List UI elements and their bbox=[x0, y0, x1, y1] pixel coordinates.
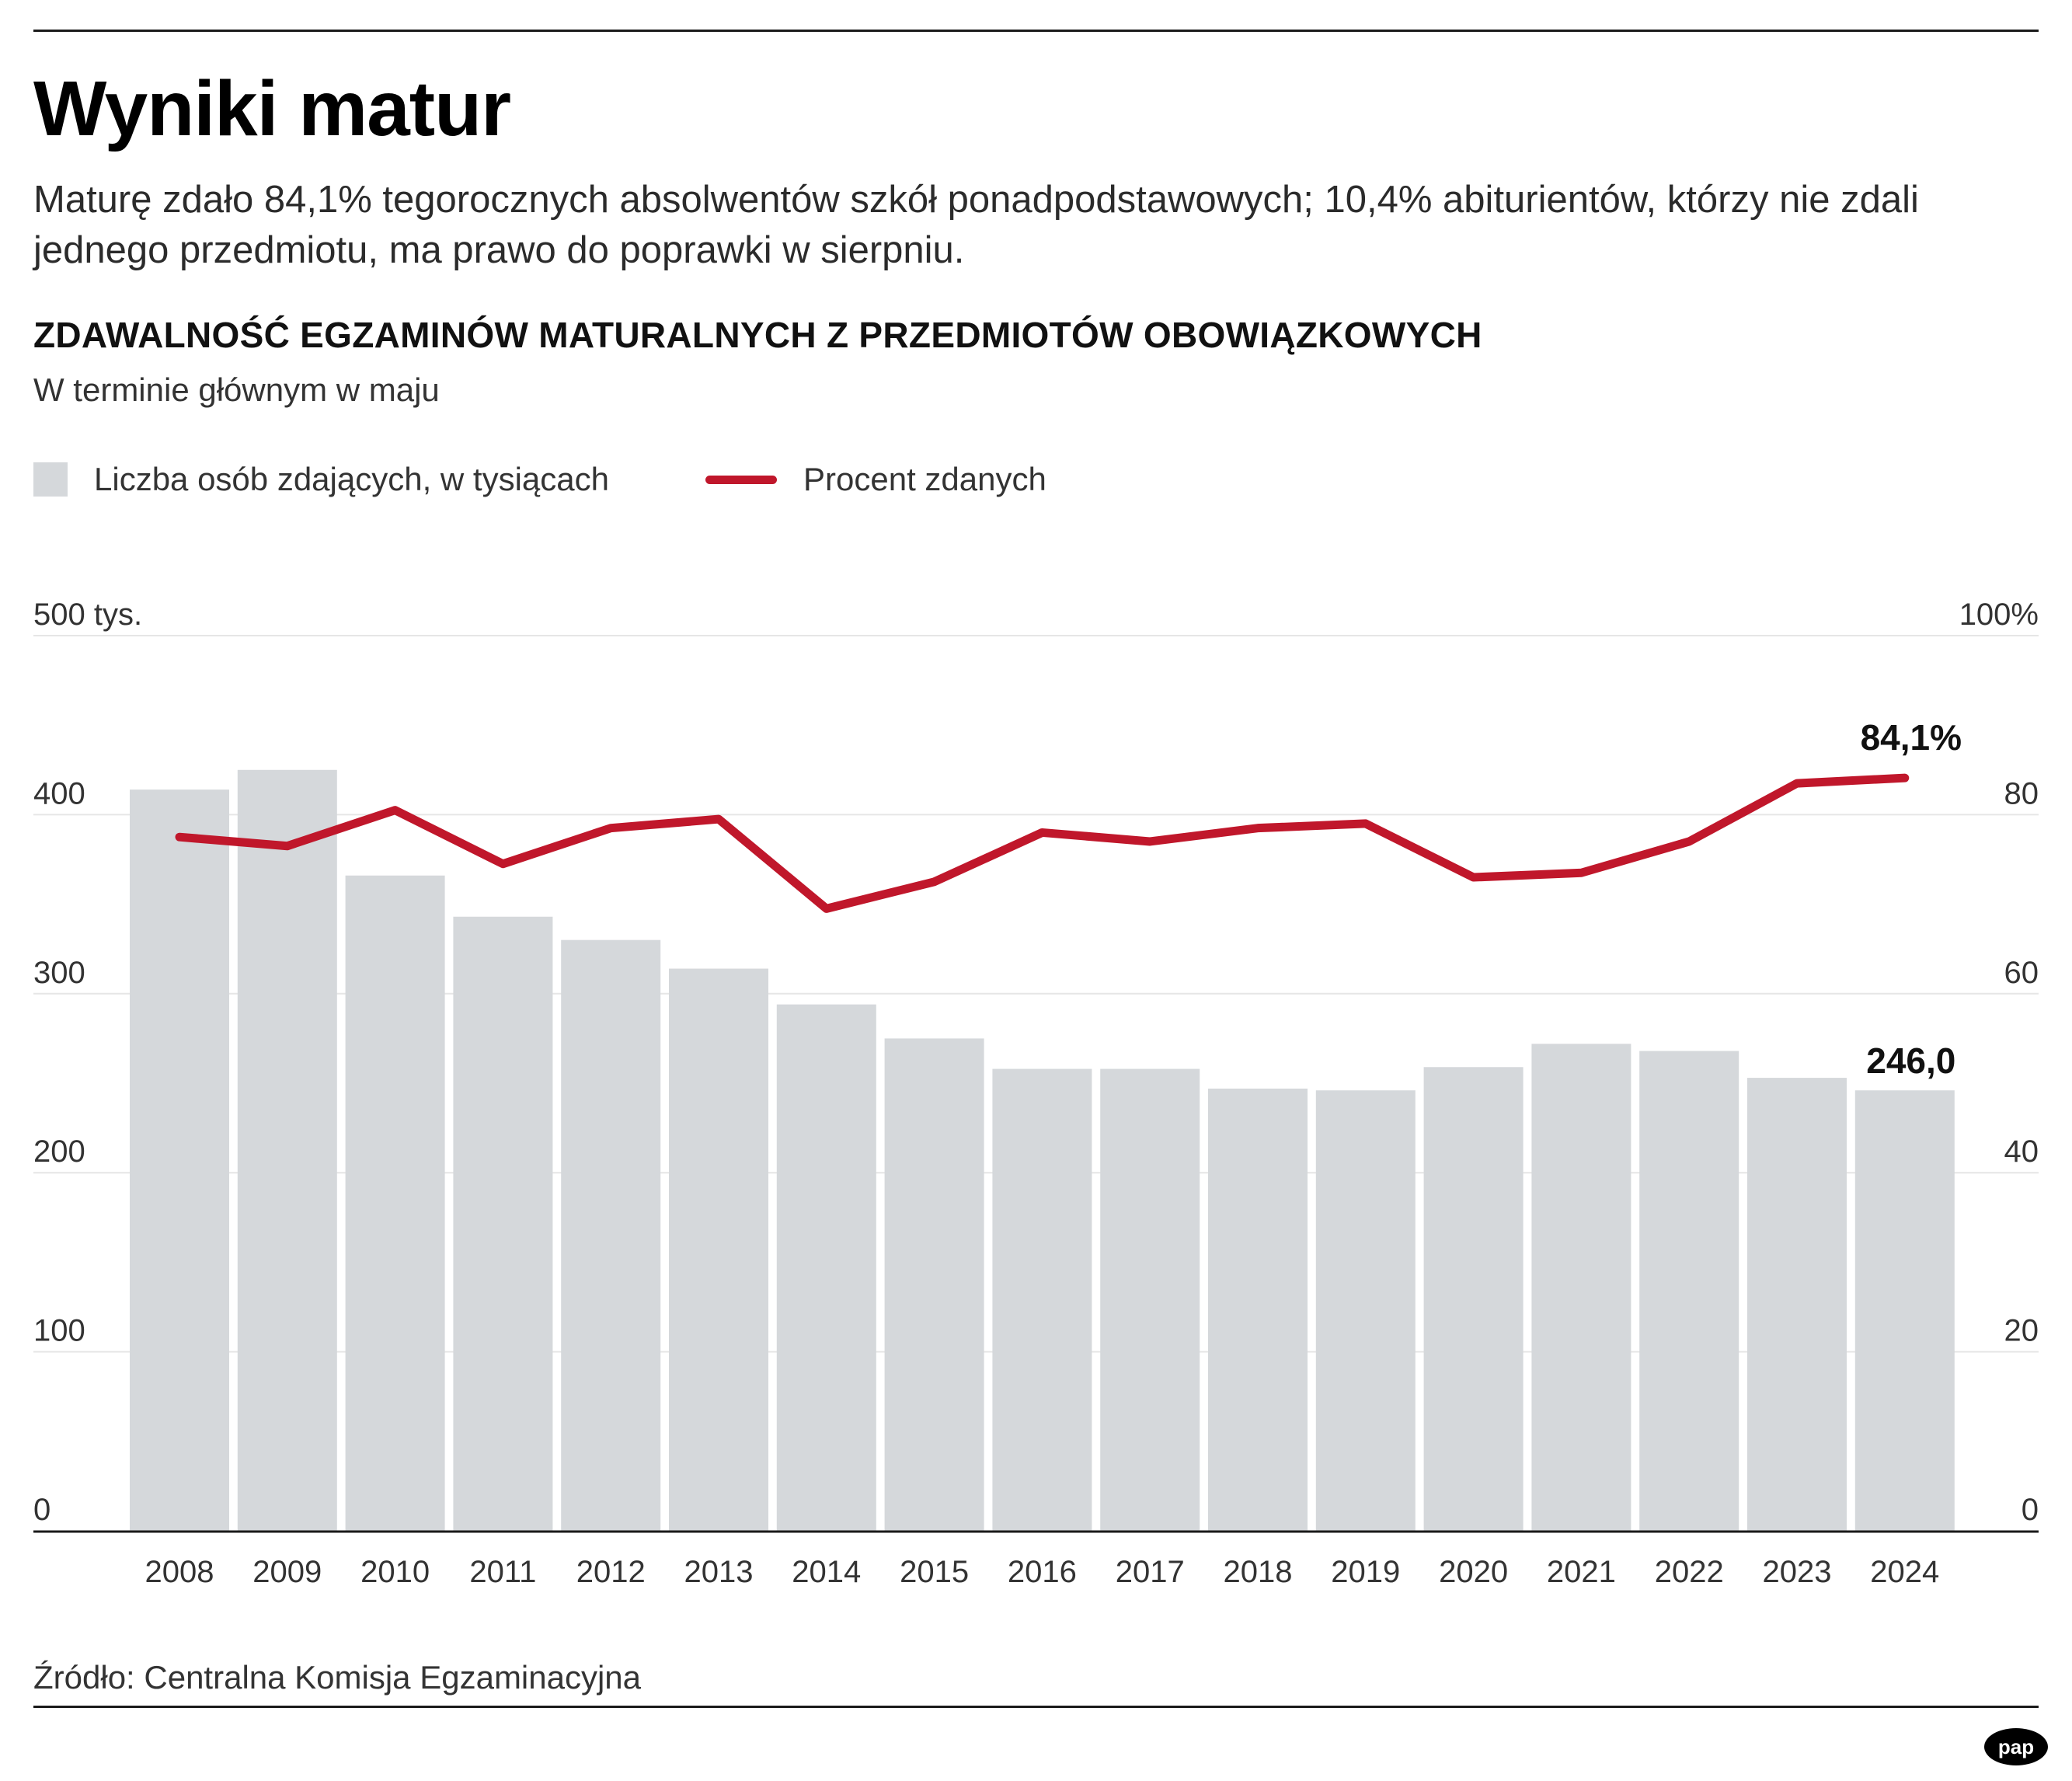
svg-text:pap: pap bbox=[1998, 1735, 2034, 1758]
x-tick-label: 2017 bbox=[1116, 1555, 1185, 1589]
x-tick-label: 2019 bbox=[1331, 1555, 1400, 1589]
bar bbox=[669, 968, 768, 1531]
source-note: Źródło: Centralna Komisja Egzaminacyjna bbox=[33, 1659, 642, 1696]
x-tick-label: 2011 bbox=[469, 1555, 536, 1589]
y-left-tick-label: 200 bbox=[33, 1134, 85, 1169]
bottom-rule bbox=[33, 1706, 2039, 1708]
x-tick-label: 2014 bbox=[792, 1555, 861, 1589]
x-tick-label: 2010 bbox=[360, 1555, 430, 1589]
bar bbox=[992, 1068, 1092, 1531]
y-left-tick-label: 0 bbox=[33, 1493, 50, 1527]
legend-label-line: Procent zdanych bbox=[803, 461, 1046, 497]
y-right-tick-label: 60 bbox=[2004, 956, 2039, 990]
line-series-procent bbox=[175, 773, 1910, 913]
x-tick-label: 2022 bbox=[1655, 1555, 1724, 1589]
bar bbox=[1208, 1088, 1308, 1531]
bar bbox=[1423, 1067, 1524, 1531]
chart: 0 100 200 300 400 500 tys. 0 20 40 60 80 100% 2008 20… bbox=[33, 598, 2039, 1589]
x-tick-label: 2015 bbox=[900, 1555, 969, 1589]
legend-item-line: Procent zdanych bbox=[705, 460, 1046, 499]
bar bbox=[884, 1038, 984, 1531]
y-left-tick-label: 400 bbox=[33, 776, 85, 810]
x-tick-label: 2023 bbox=[1763, 1555, 1832, 1589]
bar bbox=[776, 1004, 876, 1531]
y-right-tick-label: 80 bbox=[2004, 776, 2039, 810]
data-label: 84,1% bbox=[1861, 717, 1962, 758]
x-tick-label: 2020 bbox=[1439, 1555, 1508, 1589]
bar bbox=[561, 939, 661, 1531]
x-tick-label: 2013 bbox=[684, 1555, 754, 1589]
bar bbox=[237, 769, 337, 1531]
data-label: 246,0 bbox=[1866, 1040, 1955, 1081]
y-left-tick-label: 100 bbox=[33, 1314, 85, 1348]
bar bbox=[345, 875, 445, 1531]
y-right-tick-label: 20 bbox=[2004, 1314, 2039, 1348]
chart-subtitle: W terminie głównym w maju bbox=[33, 371, 440, 408]
page-title: Wyniki matur bbox=[33, 65, 511, 152]
x-tick-label: 2018 bbox=[1224, 1555, 1293, 1589]
y-right-tick-label: 0 bbox=[2022, 1493, 2039, 1527]
legend-label-bars: Liczba osób zdających, w tysiącach bbox=[94, 461, 609, 497]
bar bbox=[1639, 1051, 1739, 1531]
x-tick-label: 2012 bbox=[576, 1555, 646, 1589]
x-tick-label: 2021 bbox=[1547, 1555, 1616, 1589]
lead-text: Maturę zdało 84,1% tegorocznych absolwen… bbox=[33, 179, 1919, 272]
y-left-tick-label: 300 bbox=[33, 956, 85, 990]
bar bbox=[1100, 1068, 1200, 1531]
x-tick-label: 2016 bbox=[1008, 1555, 1077, 1589]
legend-swatch-bars bbox=[33, 462, 68, 497]
bar bbox=[1315, 1090, 1416, 1531]
bar bbox=[130, 789, 229, 1531]
top-rule bbox=[33, 30, 2039, 32]
bar bbox=[1531, 1044, 1631, 1531]
legend-swatch-line bbox=[705, 475, 777, 484]
bar bbox=[453, 916, 553, 1531]
y-left-tick-label: 500 tys. bbox=[33, 598, 142, 632]
legend-item-bars: Liczba osób zdających, w tysiącach bbox=[33, 460, 609, 499]
bar bbox=[1854, 1090, 1955, 1531]
y-right-tick-label: 40 bbox=[2004, 1134, 2039, 1169]
bar bbox=[1747, 1078, 1847, 1531]
x-tick-label: 2008 bbox=[145, 1555, 214, 1589]
pap-logo: pap bbox=[1984, 1728, 2048, 1765]
x-tick-label: 2024 bbox=[1870, 1555, 1939, 1589]
chart-title: ZDAWALNOŚĆ EGZAMINÓW MATURALNYCH Z PRZED… bbox=[33, 315, 1482, 355]
x-tick-label: 2009 bbox=[252, 1555, 322, 1589]
y-right-tick-label: 100% bbox=[1959, 598, 2039, 632]
